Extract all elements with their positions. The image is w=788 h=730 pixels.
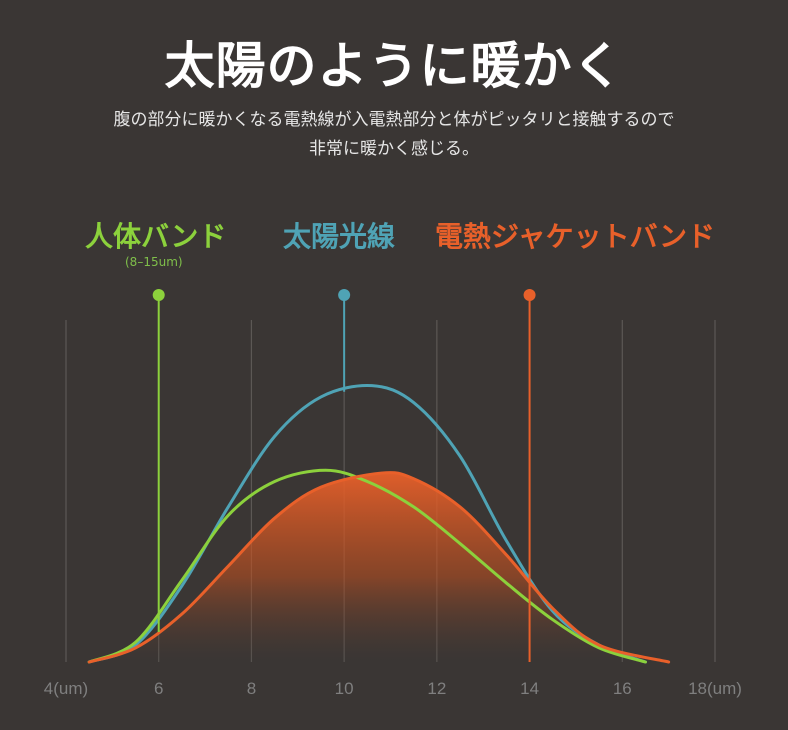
series-line	[87, 471, 671, 664]
x-tick-label: 8	[247, 679, 256, 698]
legend-jacket-band: 電熱ジャケットバンド	[435, 220, 716, 253]
subtitle-line-1: 腹の部分に暖かくなる電熱線が入電熱部分と体がピッタリと接触するので	[113, 110, 675, 130]
legend-human-band-range: (8–15um)	[125, 255, 183, 269]
x-tick-label: 10	[335, 679, 354, 698]
legend-sun-rays: 太陽光線	[283, 220, 396, 253]
series-area-jacket	[89, 472, 669, 662]
x-tick-label: 18(um)	[688, 679, 742, 698]
page-title: 太陽のように暖かく	[164, 37, 624, 95]
subtitle-line-2: 非常に暖かく感じる。	[309, 139, 479, 159]
x-tick-label: 16	[613, 679, 632, 698]
x-tick-label: 14	[520, 679, 539, 698]
legend-human-band: 人体バンド	[85, 220, 227, 253]
marker-dot	[338, 289, 351, 301]
x-tick-label: 12	[427, 679, 446, 698]
x-tick-label: 6	[154, 679, 163, 698]
marker-dot	[523, 289, 536, 301]
marker-dot	[152, 289, 165, 301]
series-line	[87, 468, 647, 664]
series-line	[87, 384, 647, 664]
x-tick-label: 4(um)	[44, 679, 88, 698]
